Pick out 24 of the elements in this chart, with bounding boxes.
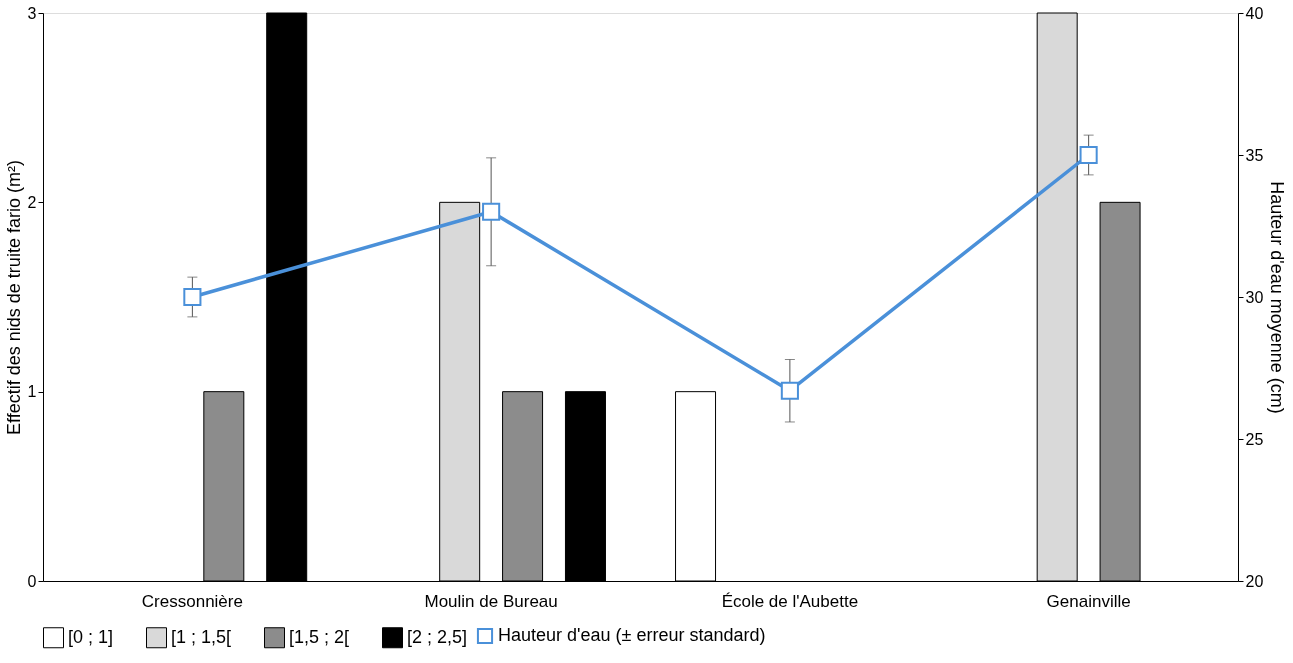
- x-tick-label: Moulin de Bureau: [424, 591, 558, 611]
- y2-tick-label: 35: [1245, 146, 1264, 164]
- x-tick-label: Cressonnière: [141, 591, 243, 611]
- y2-axis-title: Hauteur d'eau moyenne (cm): [1267, 181, 1288, 414]
- y2-tick-label: 20: [1245, 572, 1264, 590]
- y-tick-label: 1: [27, 383, 37, 401]
- y-tick-label: 2: [27, 193, 37, 211]
- point: [183, 287, 202, 307]
- legend-label: [1 ; 1,5[: [171, 626, 232, 647]
- point: [482, 202, 501, 221]
- x-tick-label: Genainville: [1046, 591, 1131, 611]
- y2-tick-label: 30: [1245, 288, 1264, 306]
- legend-label: Hauteur d'eau (± erreur standard): [498, 625, 766, 645]
- legend-label: [0 ; 1]: [68, 626, 114, 647]
- y2-tick-label: 25: [1245, 430, 1264, 448]
- x-tick-label: École de l'Aubette: [721, 591, 859, 611]
- point: [780, 381, 799, 400]
- y-tick-label: 0: [27, 572, 37, 590]
- y2-tick-label: 40: [1245, 4, 1264, 22]
- point: [1079, 145, 1098, 165]
- y-axis-title: Effectif des nids de truite fario (m²): [3, 160, 24, 435]
- y-tick-label: 3: [27, 4, 37, 22]
- legend-label: [1,5 ; 2[: [289, 626, 350, 647]
- legend-label: [2 ; 2,5]: [407, 626, 468, 647]
